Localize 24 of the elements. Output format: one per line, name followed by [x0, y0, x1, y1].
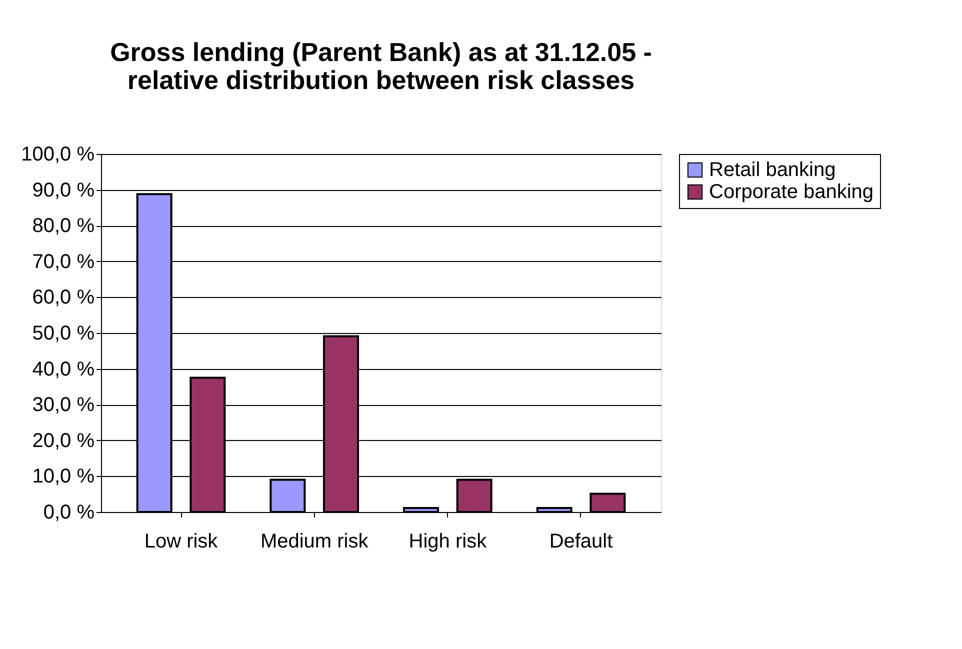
y-tick-label: 50,0 % — [32, 322, 95, 344]
text: relative distribution between risk classes — [127, 65, 635, 95]
bar — [270, 478, 306, 513]
y-tick-label: 70,0 % — [32, 250, 95, 273]
bar — [536, 507, 572, 513]
bar — [456, 478, 492, 513]
y-tick-label: 100,0 % — [21, 144, 95, 166]
y-tick-label: 10,0 % — [32, 466, 95, 488]
bar — [590, 492, 626, 513]
x-tick-label: Default — [549, 530, 614, 552]
x-tick-label: Low risk — [144, 530, 219, 552]
y-tick-label: 90,0 % — [32, 179, 95, 202]
legend-label: Corporate banking — [709, 181, 874, 203]
y-tick-label: 0,0 % — [43, 502, 95, 524]
bar — [403, 507, 439, 513]
y-tick-label: 30,0 % — [32, 394, 95, 416]
text: Gross lending (Parent Bank) as at 31.12.05 - — [110, 37, 652, 67]
legend-label: Retail banking — [709, 159, 836, 181]
y-tick-label: 80,0 % — [32, 215, 95, 238]
y-tick-label: 20,0 % — [32, 430, 95, 452]
y-tick-label: 40,0 % — [32, 358, 95, 380]
y-tick-label: 60,0 % — [32, 286, 95, 309]
x-tick-label: Medium risk — [260, 530, 370, 552]
x-tick-label: High risk — [408, 530, 488, 552]
